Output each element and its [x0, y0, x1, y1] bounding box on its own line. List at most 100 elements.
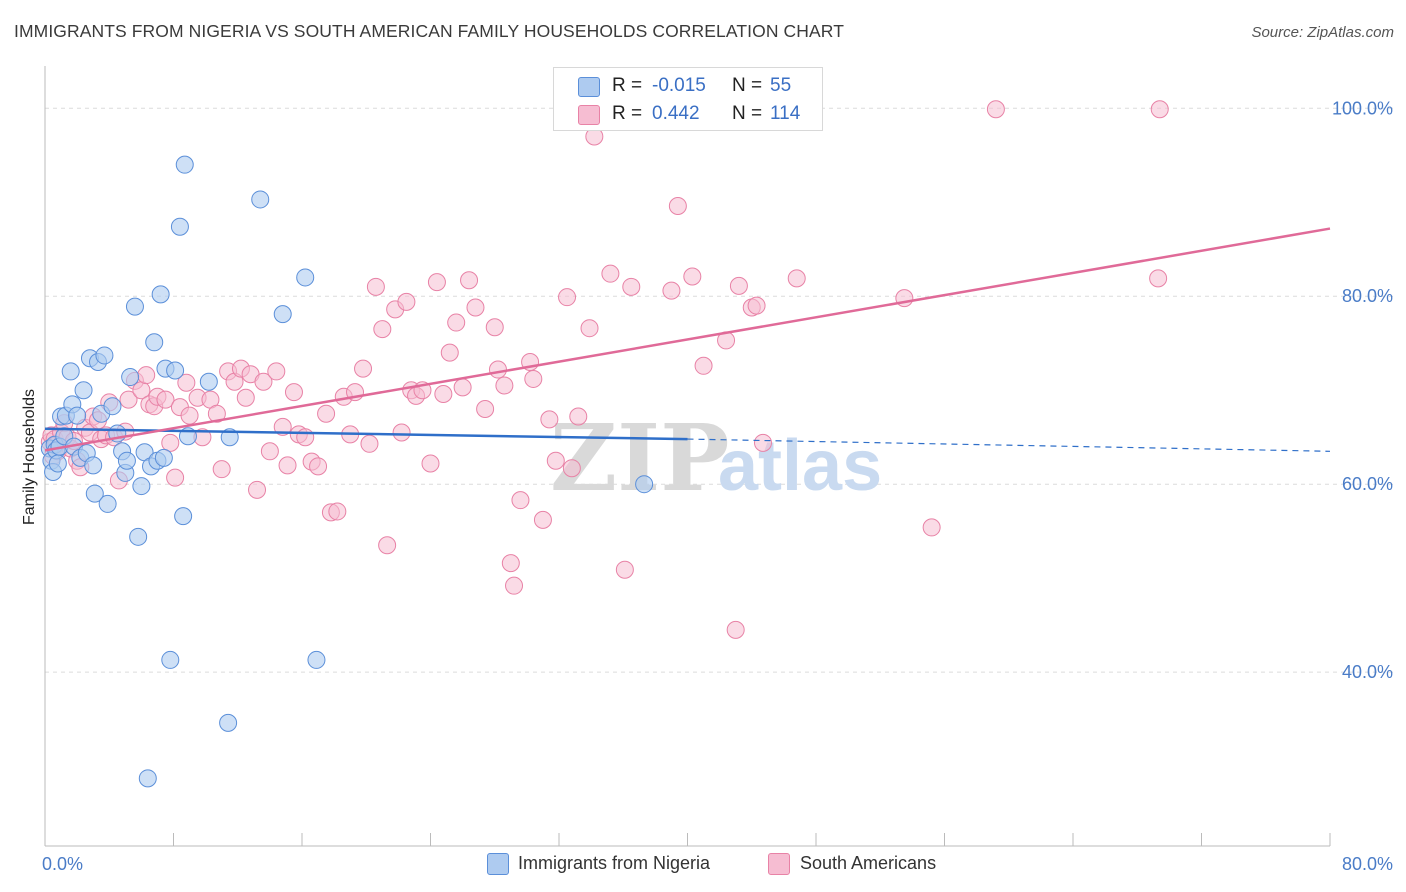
point-south-americans [434, 384, 453, 403]
point-nigeria [85, 484, 104, 503]
point-south-americans [485, 318, 504, 337]
point-south-americans [427, 273, 446, 292]
point-south-americans [622, 277, 641, 296]
point-south-americans [440, 343, 459, 362]
point-nigeria [635, 475, 654, 494]
watermark: ZIP atlas [550, 404, 882, 512]
legend-n-label: N = [732, 103, 763, 124]
point-south-americans [328, 502, 347, 521]
point-nigeria [154, 448, 173, 467]
point-nigeria [132, 477, 151, 496]
point-south-americans [260, 442, 279, 461]
point-nigeria [138, 769, 157, 788]
bottom-legend-label-south-americans: South Americans [800, 853, 937, 873]
point-nigeria [296, 268, 315, 287]
point-nigeria [84, 456, 103, 475]
points-nigeria [40, 155, 654, 788]
point-south-americans [354, 359, 373, 378]
point-south-americans [447, 313, 466, 332]
point-nigeria [125, 297, 144, 316]
point-nigeria [166, 361, 185, 380]
point-south-americans [495, 376, 514, 395]
point-south-americans [505, 576, 524, 595]
point-south-americans [397, 292, 416, 311]
point-south-americans [137, 366, 156, 385]
point-south-americans [119, 390, 138, 409]
y-tick-label: 60.0% [1342, 474, 1393, 494]
point-south-americans [373, 320, 392, 339]
point-south-americans [453, 378, 472, 397]
point-nigeria [103, 397, 122, 416]
legend-n-label: N = [732, 75, 763, 96]
chart-title: IMMIGRANTS FROM NIGERIA VS SOUTH AMERICA… [14, 21, 844, 41]
bottom-legend-swatch-pink [768, 853, 790, 875]
point-south-americans [278, 456, 297, 475]
point-south-americans [668, 197, 687, 216]
point-nigeria [199, 372, 218, 391]
point-south-americans [156, 390, 175, 409]
point-south-americans [615, 560, 634, 579]
legend-n-value: 55 [770, 75, 792, 96]
point-south-americans [501, 554, 520, 573]
point-south-americans [236, 388, 255, 407]
point-south-americans [683, 267, 702, 286]
trend-line-nigeria-extension [687, 438, 1331, 452]
point-nigeria [151, 285, 170, 304]
point-south-americans [284, 383, 303, 402]
point-nigeria [98, 494, 117, 513]
legend-n-value: 114 [770, 103, 801, 124]
legend-swatch-blue [578, 77, 600, 97]
point-south-americans [726, 620, 745, 639]
trend-line-nigeria [44, 427, 688, 441]
point-south-americans [254, 372, 273, 391]
point-nigeria [307, 650, 326, 669]
point-south-americans [476, 400, 495, 419]
point-nigeria [175, 155, 194, 174]
x-tick-label: 80.0% [1342, 854, 1393, 874]
point-south-americans [177, 373, 196, 392]
legend-r-label: R = [612, 75, 643, 96]
watermark-atlas: atlas [718, 426, 882, 506]
point-south-americans [601, 264, 620, 283]
point-south-americans [267, 362, 286, 381]
point-south-americans [558, 288, 577, 307]
point-nigeria [61, 362, 80, 381]
point-south-americans [488, 360, 507, 379]
legend-row-nigeria: R = -0.015 N = 55 [554, 73, 822, 101]
point-nigeria [48, 454, 67, 473]
point-nigeria [121, 368, 140, 387]
legend-r-value: -0.015 [652, 75, 706, 96]
point-south-americans [466, 298, 485, 317]
point-nigeria [129, 527, 148, 546]
point-nigeria [219, 713, 238, 732]
points-south-americans [40, 100, 1169, 639]
point-south-americans [787, 269, 806, 288]
y-tick-label: 100.0% [1332, 98, 1393, 118]
point-south-americans [562, 459, 581, 478]
point-nigeria [251, 190, 270, 209]
point-south-americans [540, 410, 559, 429]
point-south-americans [378, 536, 397, 555]
point-south-americans [273, 417, 292, 436]
legend-swatch-pink [578, 105, 600, 125]
point-south-americans [212, 460, 231, 479]
point-south-americans [580, 319, 599, 338]
y-tick-label: 80.0% [1342, 286, 1393, 306]
point-south-americans [662, 281, 681, 300]
point-south-americans [747, 296, 766, 315]
point-south-americans [180, 406, 199, 425]
point-nigeria [95, 346, 114, 365]
point-south-americans [1150, 100, 1169, 119]
point-south-americans [360, 434, 379, 453]
x-tick-label: 0.0% [42, 854, 83, 874]
point-south-americans [309, 457, 328, 476]
point-south-americans [1149, 269, 1168, 288]
point-south-americans [366, 277, 385, 296]
point-south-americans [986, 100, 1005, 119]
point-nigeria [117, 451, 136, 470]
grid-lines [45, 107, 1393, 673]
y-axis-label: Family Households [21, 389, 38, 525]
legend-r-label: R = [612, 103, 643, 124]
point-south-americans [248, 480, 267, 499]
point-south-americans [317, 404, 336, 423]
